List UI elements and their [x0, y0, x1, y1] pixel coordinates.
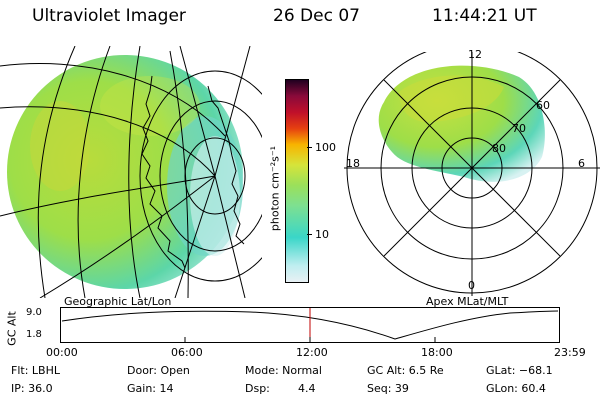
timeline-xtick-1800: 18:00: [421, 346, 453, 359]
colorbar-tick-10: [307, 234, 312, 235]
mlat-label-60: 60: [536, 99, 550, 112]
mlt-label-0: 0: [468, 279, 475, 292]
polar-image: [344, 52, 600, 296]
mlt-label-18: 18: [346, 157, 360, 170]
image-time: 11:44:21 UT: [432, 6, 537, 26]
colorbar-label-10: 10: [315, 228, 329, 241]
dsp-label: Dsp:: [245, 382, 270, 395]
timeline-xtick-0000: 00:00: [46, 346, 78, 359]
geo-grid: [0, 46, 262, 298]
polar-aurora: [378, 65, 545, 182]
timeline-ylabel: GC Alt: [5, 311, 19, 346]
geo-earth-disk: [7, 55, 243, 289]
timeline-ytick-top: 9.0: [26, 307, 42, 318]
timeline-ytick-bottom: 1.8: [26, 329, 42, 340]
colorbar: [285, 79, 309, 283]
gc-alt-curve: [61, 310, 559, 340]
geo-coastline: [141, 75, 245, 269]
glon-status: GLon: 60.4: [486, 382, 546, 395]
gain-status: Gain: 14: [127, 382, 174, 395]
timeline-xtick-0600: 06:00: [171, 346, 203, 359]
left-panel-caption: Geographic Lat/Lon: [64, 295, 172, 308]
image-date: 26 Dec 07: [273, 6, 360, 26]
gc-alt-status: GC Alt: 6.5 Re: [367, 364, 444, 377]
timeline-xtick-1200: 12:00: [296, 346, 328, 359]
glat-status: GLat: −68.1: [486, 364, 553, 377]
filter-status: Flt: LBHL: [11, 364, 60, 377]
mlt-label-12: 12: [468, 48, 482, 61]
timeline-xtick-2359: 23:59: [554, 346, 586, 359]
geographic-image: [0, 46, 262, 298]
mlt-label-6: 6: [578, 157, 585, 170]
timeline-plot: [60, 307, 560, 343]
colorbar-label-100: 100: [315, 141, 336, 154]
colorbar-tick-100: [307, 147, 312, 148]
instrument-title: Ultraviolet Imager: [32, 6, 186, 26]
ip-status: IP: 36.0: [11, 382, 53, 395]
mlat-label-70: 70: [512, 122, 526, 135]
seq-status: Seq: 39: [367, 382, 409, 395]
colorbar-unit-label: photon cm⁻²s⁻¹: [268, 145, 282, 232]
dsp-value: 4.4: [298, 382, 316, 395]
right-panel-caption: Apex MLat/MLT: [426, 295, 509, 308]
door-status: Door: Open: [127, 364, 190, 377]
mode-status: Mode: Normal: [245, 364, 322, 377]
polar-grid: [344, 52, 600, 296]
mlat-label-80: 80: [492, 142, 506, 155]
